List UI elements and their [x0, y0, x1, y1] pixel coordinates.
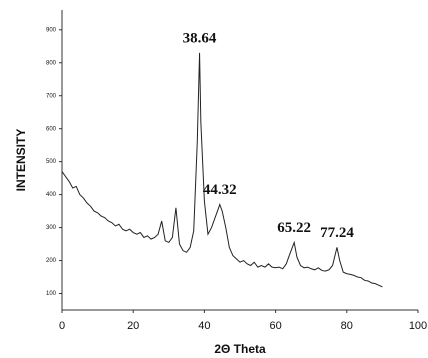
y-tick-label: 800	[46, 60, 57, 66]
y-tick-label: 700	[46, 93, 57, 99]
y-tick-label: 900	[46, 27, 57, 33]
y-axis-label: INTENSITY	[14, 129, 28, 192]
x-tick-label: 60	[269, 320, 281, 332]
x-tick-label: 100	[409, 320, 427, 332]
peak-annotation: 38.64	[183, 30, 217, 46]
x-axis-label: 2Θ Theta	[214, 342, 266, 356]
peak-annotation: 44.32	[203, 182, 237, 198]
peak-annotation: 65.22	[277, 220, 311, 236]
peak-annotation: 77.24	[320, 225, 354, 241]
y-tick-label: 300	[46, 225, 57, 231]
y-tick-label: 200	[46, 258, 57, 264]
x-tick-label: 80	[341, 320, 353, 332]
x-tick-label: 0	[59, 320, 65, 332]
y-tick-label: 100	[46, 291, 57, 297]
x-tick-label: 40	[198, 320, 210, 332]
y-tick-label: 500	[46, 159, 57, 165]
y-tick-label: 400	[46, 192, 57, 198]
data-line	[61, 52, 383, 288]
y-tick-label: 600	[46, 126, 57, 132]
x-tick-label: 20	[127, 320, 139, 332]
